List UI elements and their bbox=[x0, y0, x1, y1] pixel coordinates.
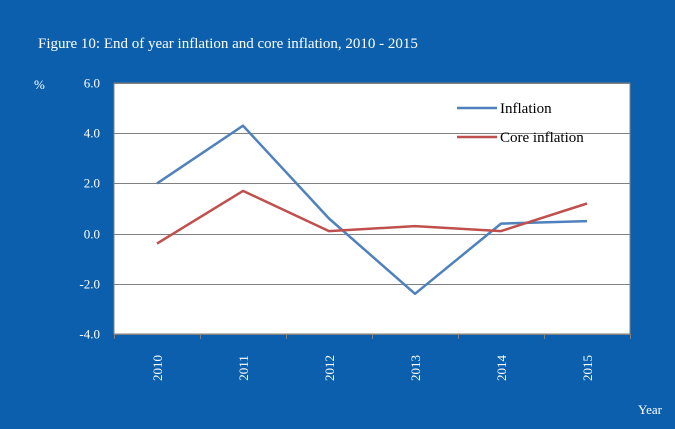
y-tick-label: 0.0 bbox=[84, 227, 100, 242]
x-axis-unit: Year bbox=[638, 402, 662, 417]
y-tick-label: 2.0 bbox=[84, 176, 100, 191]
series-line-core-inflation bbox=[156, 189, 588, 245]
x-tick-label: 2011 bbox=[236, 355, 251, 381]
y-axis-unit: % bbox=[34, 77, 45, 92]
plot-area bbox=[113, 82, 631, 335]
x-tick-label: 2010 bbox=[150, 355, 165, 381]
series-line-inflation bbox=[156, 124, 588, 296]
x-tick-label: 2012 bbox=[322, 355, 337, 381]
legend-label: Inflation bbox=[500, 101, 552, 117]
y-tick-label: -4.0 bbox=[79, 327, 100, 342]
y-tick-label: -2.0 bbox=[79, 277, 100, 292]
chart-title: Figure 10: End of year inflation and cor… bbox=[38, 36, 418, 52]
y-tick-label: 6.0 bbox=[84, 76, 100, 91]
y-tick-label: 4.0 bbox=[84, 126, 100, 141]
x-tick-label: 2014 bbox=[494, 355, 509, 382]
legend-label: Core inflation bbox=[500, 130, 584, 146]
x-tick-label: 2015 bbox=[580, 355, 595, 381]
x-tick-label: 2013 bbox=[408, 355, 423, 381]
